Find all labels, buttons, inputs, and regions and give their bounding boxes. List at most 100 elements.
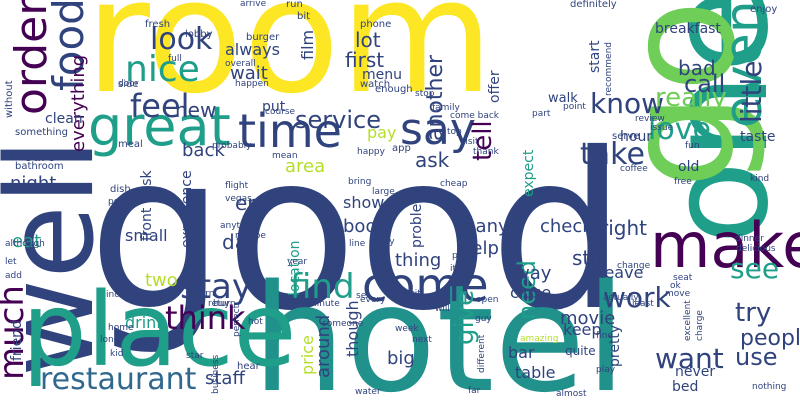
cloud-word: ask	[415, 148, 450, 172]
cloud-word: overall	[225, 59, 256, 69]
cloud-word: small	[125, 226, 168, 245]
cloud-word: far	[468, 386, 481, 396]
cloud-word: menu	[362, 67, 402, 83]
cloud-word: old	[678, 159, 700, 175]
cloud-word: bring	[348, 177, 372, 187]
cloud-word: guy	[475, 314, 492, 324]
cloud-word: still	[572, 246, 607, 270]
cloud-word: different	[477, 334, 487, 373]
cloud-word: year	[287, 257, 308, 267]
cloud-word: pool	[108, 197, 128, 207]
cloud-word: set	[356, 291, 370, 301]
cloud-word: definitely	[570, 0, 617, 10]
cloud-word: line	[349, 239, 366, 249]
cloud-word: taste	[740, 129, 776, 145]
cloud-word: water	[355, 387, 381, 397]
cloud-word: great	[88, 95, 231, 158]
cloud-word: side	[118, 79, 139, 90]
cloud-word: room	[85, 0, 494, 129]
cloud-word: back	[182, 140, 225, 161]
cloud-word: watch	[360, 79, 391, 90]
cloud-word: hotel	[252, 253, 627, 400]
cloud-word: expect	[521, 149, 537, 197]
cloud-word: lobby	[185, 29, 213, 40]
cloud-word: movie	[560, 308, 616, 329]
cloud-word: bed	[672, 379, 699, 395]
cloud-word: end	[235, 191, 273, 215]
cloud-word: quite	[565, 344, 596, 358]
cloud-word: night	[10, 173, 57, 194]
cloud-word: breakfast	[655, 21, 721, 37]
cloud-word: probably	[212, 141, 252, 151]
cloud-word: bad	[678, 56, 716, 80]
cloud-word: front desk	[139, 170, 155, 241]
cloud-word: buy	[213, 299, 230, 309]
cloud-word: every	[360, 295, 386, 305]
cloud-word: although	[5, 239, 45, 249]
cloud-word: business	[211, 354, 221, 394]
cloud-word: maybe	[235, 231, 266, 241]
cloud-word: people	[740, 326, 800, 351]
cloud-word: something	[15, 127, 68, 138]
cloud-word: part	[532, 109, 551, 119]
cloud-word: arrive	[240, 0, 267, 9]
cloud-word: pay	[367, 123, 397, 142]
cloud-word: hour	[620, 129, 653, 145]
cloud-word: nothing	[752, 382, 787, 392]
cloud-word: find	[290, 267, 355, 307]
cloud-word: fine	[596, 331, 613, 341]
cloud-word: phone	[360, 19, 392, 30]
cloud-word: fun	[685, 141, 700, 151]
cloud-word: make	[650, 209, 800, 282]
cloud-word: little	[735, 60, 768, 123]
cloud-word: never	[675, 364, 716, 380]
cloud-word: bathroom	[15, 161, 64, 172]
cloud-word: sure	[25, 149, 56, 165]
cloud-word: start	[587, 40, 603, 73]
cloud-word: eat	[12, 231, 42, 252]
cloud-word: least	[632, 299, 654, 309]
cloud-word: perfect	[232, 304, 242, 337]
cloud-word: free	[674, 177, 692, 187]
cloud-word: book	[343, 216, 387, 237]
cloud-word: happen	[235, 79, 269, 89]
cloud-word: fresh	[145, 19, 171, 30]
cloud-word: without	[4, 80, 15, 118]
cloud-word: burger	[246, 32, 280, 43]
cloud-word: take	[580, 137, 645, 172]
cloud-word: say	[400, 104, 476, 155]
cloud-word: big	[387, 348, 415, 369]
cloud-word: enjoy	[750, 4, 778, 15]
cloud-word: app	[392, 143, 411, 154]
cloud-word: close	[510, 283, 552, 302]
cloud-word: drink	[125, 313, 166, 332]
cloud-word: love	[648, 112, 711, 147]
cloud-word: way	[515, 263, 552, 284]
cloud-word: call	[684, 70, 726, 98]
cloud-word: open	[476, 295, 499, 305]
cloud-word: change	[617, 261, 651, 271]
cloud-word: coffee	[620, 164, 648, 174]
cloud-word: hear	[237, 361, 260, 372]
cloud-word: return	[208, 299, 236, 309]
cloud-word: home	[108, 323, 134, 333]
cloud-word: many	[458, 216, 509, 237]
cloud-word: mean	[272, 151, 298, 161]
cloud-word: leave	[600, 263, 644, 282]
cloud-word: large	[372, 187, 395, 197]
cloud-word: stop	[415, 89, 435, 99]
cloud-word: family	[432, 103, 460, 113]
cloud-word: play	[596, 365, 616, 375]
cloud-word: want	[655, 342, 724, 375]
cloud-word: delicious	[736, 244, 776, 254]
cloud-word: place	[22, 271, 297, 390]
cloud-word: friend	[9, 320, 25, 361]
cloud-word: area	[285, 156, 326, 177]
cloud-word: excellent	[683, 300, 693, 341]
cloud-word: problem	[409, 190, 425, 248]
cloud-word: know	[590, 87, 664, 120]
cloud-word: serve	[612, 131, 640, 142]
cloud-word: issue	[650, 123, 674, 133]
cloud-word: new	[175, 98, 217, 122]
cloud-word: thank	[473, 147, 499, 157]
